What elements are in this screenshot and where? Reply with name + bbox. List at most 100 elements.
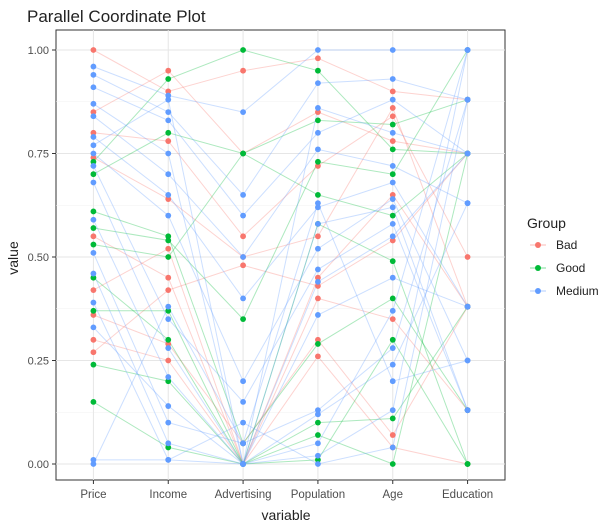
data-point-medium <box>390 445 396 451</box>
data-point-medium <box>390 196 396 202</box>
data-point-bad <box>165 138 171 144</box>
data-point-bad <box>390 105 396 111</box>
data-point-bad <box>91 349 97 355</box>
x-tick-label: Population <box>291 489 345 501</box>
data-point-bad <box>315 233 321 239</box>
legend-key-point <box>535 288 541 294</box>
data-point-medium <box>465 200 471 206</box>
data-point-medium <box>315 312 321 318</box>
data-point-medium <box>91 84 97 90</box>
data-point-bad <box>390 113 396 119</box>
data-point-medium <box>390 362 396 368</box>
data-point-medium <box>165 192 171 198</box>
data-point-medium <box>315 246 321 252</box>
data-point-medium <box>165 457 171 463</box>
data-point-medium <box>240 420 246 426</box>
data-point-medium <box>91 64 97 70</box>
data-point-good <box>91 242 97 248</box>
data-point-good <box>315 192 321 198</box>
x-tick-label: Income <box>149 489 187 501</box>
data-point-medium <box>390 130 396 136</box>
data-point-bad <box>165 68 171 74</box>
data-point-medium <box>390 345 396 351</box>
data-point-bad <box>240 68 246 74</box>
data-point-medium <box>165 213 171 219</box>
y-axis-ticks: 0.00 0.25 0.50 0.75 1.00 <box>28 45 56 471</box>
data-point-medium <box>315 47 321 53</box>
data-point-good <box>240 47 246 53</box>
data-point-medium <box>390 76 396 82</box>
data-point-medium <box>240 109 246 115</box>
data-point-medium <box>315 105 321 111</box>
data-point-medium <box>91 163 97 169</box>
data-point-medium <box>240 296 246 302</box>
legend: Group BadGoodMedium <box>527 215 599 298</box>
data-point-medium <box>390 97 396 103</box>
data-point-medium <box>165 403 171 409</box>
data-point-bad <box>315 296 321 302</box>
data-point-good <box>165 337 171 343</box>
y-axis-title: value <box>5 241 21 275</box>
data-point-medium <box>240 378 246 384</box>
data-point-good <box>390 258 396 264</box>
data-point-medium <box>240 461 246 467</box>
data-point-bad <box>91 47 97 53</box>
legend-key-point <box>535 242 541 248</box>
legend-key-point <box>535 265 541 271</box>
data-point-good <box>91 399 97 405</box>
data-point-medium <box>465 358 471 364</box>
data-point-good <box>390 122 396 128</box>
data-point-good <box>390 416 396 422</box>
y-tick-label: 0.00 <box>28 459 49 471</box>
data-point-medium <box>390 221 396 227</box>
data-point-bad <box>165 275 171 281</box>
x-axis-title: variable <box>261 507 310 523</box>
data-point-good <box>91 308 97 314</box>
data-point-medium <box>315 440 321 446</box>
data-point-bad <box>165 246 171 252</box>
data-point-bad <box>315 353 321 359</box>
data-point-medium <box>315 221 321 227</box>
data-point-bad <box>165 287 171 293</box>
data-point-good <box>91 171 97 177</box>
data-point-medium <box>240 192 246 198</box>
data-point-medium <box>465 304 471 310</box>
data-point-medium <box>315 80 321 86</box>
data-point-medium <box>240 399 246 405</box>
x-axis-ticks: Price Income Advertising Population Age Educa… <box>80 480 493 501</box>
data-point-medium <box>315 130 321 136</box>
data-point-medium <box>91 180 97 186</box>
data-point-bad <box>91 233 97 239</box>
data-point-medium <box>240 254 246 260</box>
data-point-medium <box>315 453 321 459</box>
plot-panel <box>56 30 505 480</box>
data-point-medium <box>91 142 97 148</box>
data-point-medium <box>165 151 171 157</box>
legend-label-good: Good <box>556 261 585 275</box>
data-point-good <box>390 461 396 467</box>
data-point-medium <box>91 300 97 306</box>
data-point-good <box>165 130 171 136</box>
x-tick-label: Advertising <box>215 489 272 501</box>
data-point-bad <box>390 316 396 322</box>
data-point-medium <box>165 109 171 115</box>
data-point-medium <box>165 304 171 310</box>
data-point-bad <box>240 262 246 268</box>
data-point-good <box>315 117 321 123</box>
data-point-medium <box>390 47 396 53</box>
data-point-good <box>315 432 321 438</box>
data-point-medium <box>91 113 97 119</box>
y-tick-label: 0.50 <box>28 252 49 264</box>
y-tick-label: 0.75 <box>28 149 49 161</box>
y-tick-label: 0.25 <box>28 356 49 368</box>
data-point-good <box>240 316 246 322</box>
data-point-bad <box>465 254 471 260</box>
data-point-medium <box>315 267 321 273</box>
data-point-medium <box>165 345 171 351</box>
data-point-good <box>315 68 321 74</box>
data-point-medium <box>240 213 246 219</box>
data-point-good <box>91 362 97 368</box>
data-point-bad <box>390 138 396 144</box>
data-point-medium <box>465 151 471 157</box>
